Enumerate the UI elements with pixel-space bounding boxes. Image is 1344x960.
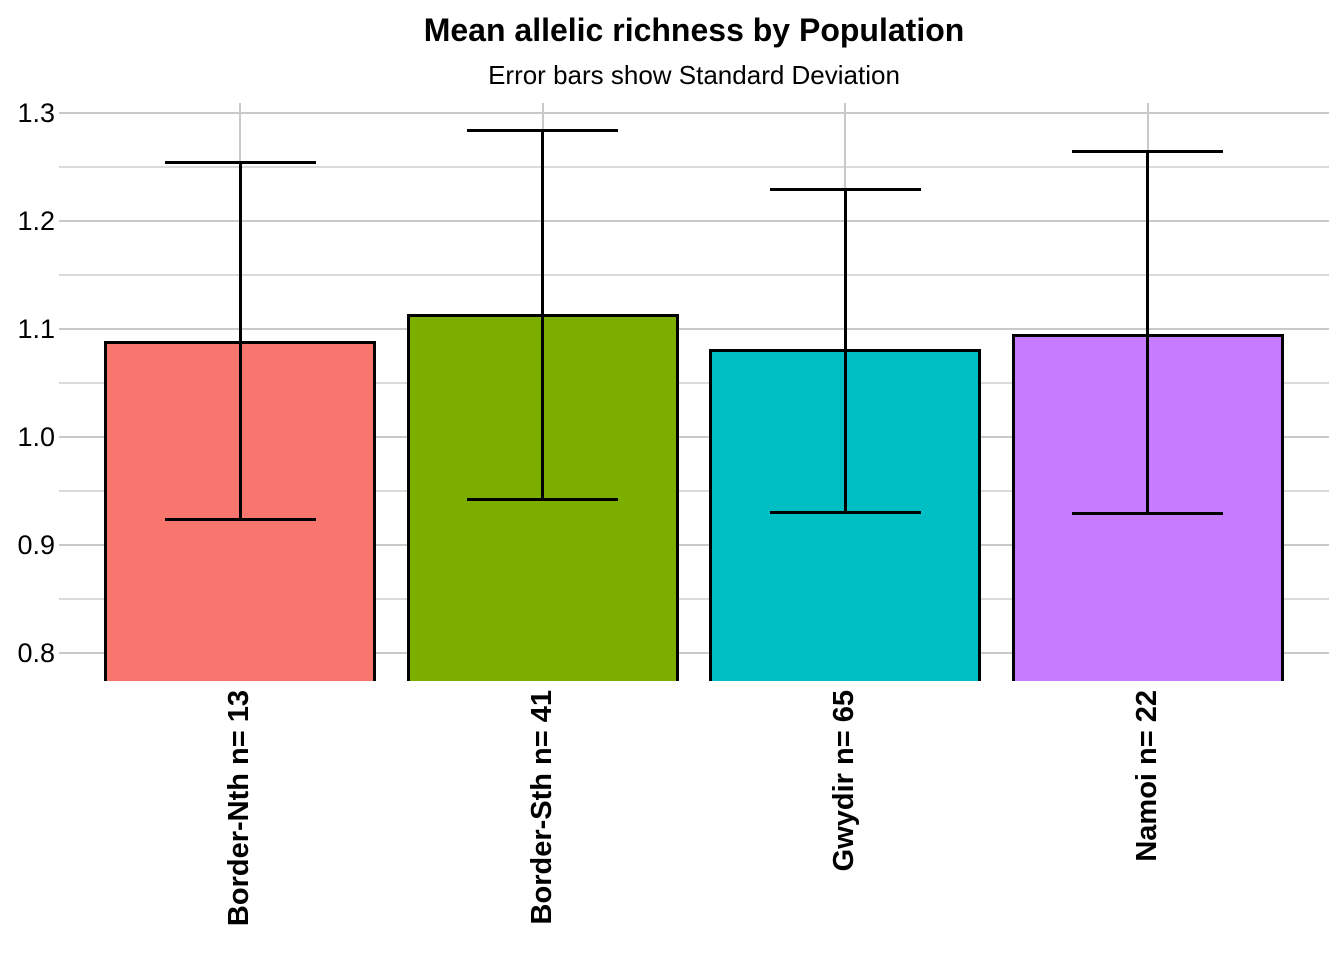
error-bar-cap-lower — [164, 518, 317, 522]
error-bar-cap-upper — [1071, 150, 1224, 154]
minor-gridline — [59, 597, 1329, 600]
x-category-label-text: Gwydir n= 65 — [828, 690, 861, 872]
y-tick-label: 1.1 — [17, 313, 55, 344]
error-bar-cap-upper — [467, 128, 619, 132]
chart-title: Mean allelic richness by Population — [423, 12, 965, 48]
error-bar-line — [1146, 151, 1150, 514]
error-bar-cap-lower — [467, 497, 619, 501]
major-gridline — [59, 543, 1329, 546]
minor-gridline — [59, 165, 1329, 168]
major-gridline — [59, 651, 1329, 654]
error-bar-cap-lower — [1071, 511, 1224, 515]
x-category-label-text: Namoi n= 22 — [1130, 690, 1163, 862]
error-bar-cap-upper — [769, 188, 921, 192]
x-category-label-text: Border-Sth n= 41 — [525, 690, 558, 925]
minor-gridline — [59, 273, 1329, 276]
y-tick-label: 1.2 — [17, 205, 55, 236]
error-bar-cap-upper — [164, 161, 317, 165]
error-bar-line — [541, 130, 545, 500]
y-tick-label: 0.8 — [17, 637, 55, 668]
y-tick-label: 1.3 — [17, 98, 55, 128]
major-gridline — [59, 112, 1329, 114]
y-tick-label: 1.0 — [17, 421, 55, 452]
x-category-label-text: Border-Nth n= 13 — [223, 690, 256, 927]
chart-subtitle: Error bars show Standard Deviation — [488, 60, 900, 90]
y-tick-label: 0.9 — [17, 529, 55, 560]
minor-gridline — [59, 489, 1329, 492]
error-bar-line — [843, 189, 847, 513]
error-bar-line — [238, 162, 242, 520]
major-gridline — [59, 219, 1329, 222]
error-bar-cap-lower — [769, 510, 921, 514]
major-gridline — [59, 435, 1329, 438]
minor-gridline — [59, 381, 1329, 384]
major-gridline — [59, 327, 1329, 330]
